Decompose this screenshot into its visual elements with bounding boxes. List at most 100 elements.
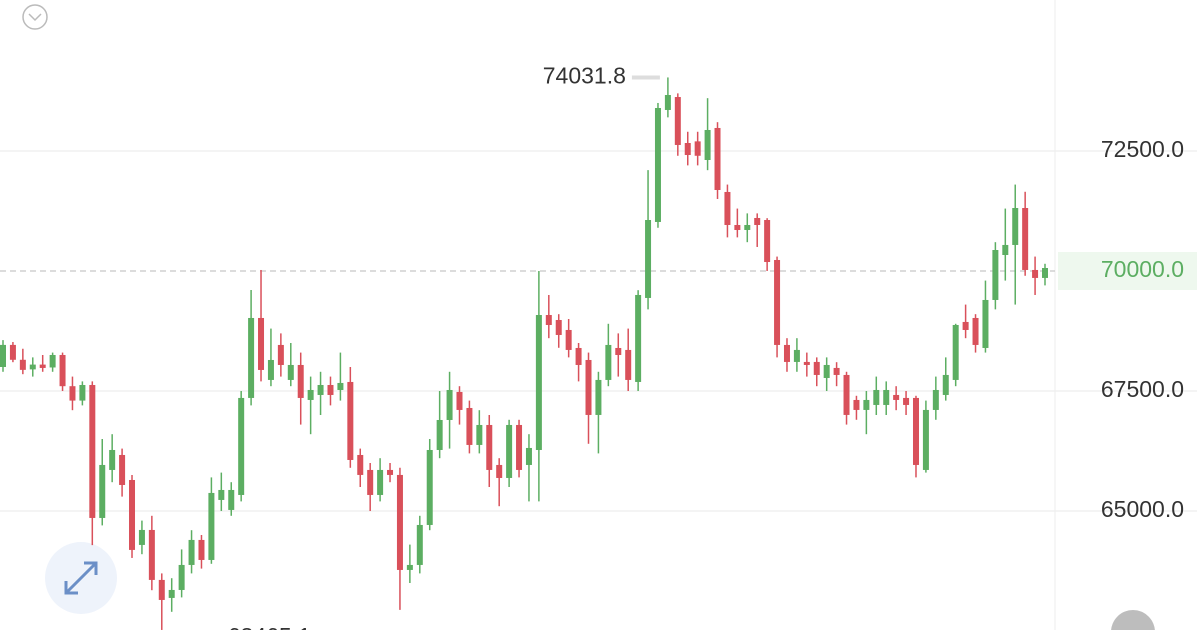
expand-icon [64, 561, 98, 595]
candle-body [714, 127, 721, 190]
candle-body [248, 317, 255, 398]
scroll-button[interactable] [1111, 610, 1155, 630]
candle-body [158, 579, 165, 600]
candle-body [635, 294, 642, 382]
candle-body [406, 564, 413, 570]
candle-body [347, 381, 354, 460]
candle-body [476, 424, 483, 445]
candle-body [952, 324, 959, 380]
candle-body [982, 299, 989, 348]
candle-body [654, 108, 661, 222]
candle-body [39, 364, 46, 368]
candle-body [684, 143, 691, 156]
candle-body [1022, 207, 1029, 270]
candle-body [1032, 269, 1039, 278]
candle-body [764, 220, 771, 263]
candle-body [783, 344, 790, 362]
candle-body [367, 469, 374, 495]
candle-body [277, 344, 284, 365]
candle-body [625, 349, 632, 380]
candle-body [148, 529, 155, 580]
plot: 65000.0 67500.0 70000.0 72500.0 74031.8 63465… [0, 63, 1197, 630]
candle-body [119, 454, 126, 485]
candle-body [387, 469, 394, 475]
candle-body [883, 389, 890, 405]
candle-body [1042, 268, 1048, 278]
candle-body [962, 321, 969, 330]
candle-body [724, 191, 731, 225]
candle-body [486, 424, 493, 470]
candle-body [734, 224, 741, 230]
candle-body [853, 399, 860, 410]
candle-body [258, 317, 265, 370]
candle-body [9, 344, 16, 360]
candle-body [605, 344, 612, 380]
candle-body [396, 474, 403, 570]
candle-body [803, 361, 810, 365]
candle-body [555, 319, 562, 335]
candle-body [436, 419, 443, 450]
candle-body [178, 564, 185, 590]
candle-body [843, 374, 850, 415]
candle-body [416, 524, 423, 565]
candle-body [863, 399, 870, 410]
candle-body [704, 129, 711, 160]
candle-body [823, 364, 830, 378]
candle-body [992, 250, 999, 300]
candle-body [922, 409, 929, 470]
candle-body [0, 344, 6, 367]
candle-body [595, 379, 602, 415]
max-label: 74031.8 [543, 63, 626, 89]
candle-body [89, 384, 96, 518]
candle-body [972, 317, 979, 345]
candle-body [297, 364, 304, 398]
y-tick-label: 65000.0 [1101, 496, 1184, 522]
candle-body [29, 364, 36, 370]
candle-body [19, 359, 26, 370]
candle-body [49, 354, 56, 368]
candle-body [456, 391, 463, 410]
candle-body [694, 141, 701, 156]
candle-body [69, 386, 76, 401]
candle-body [307, 389, 314, 400]
expand-button[interactable] [45, 542, 117, 614]
candle-body [79, 384, 86, 401]
candle-body [267, 359, 274, 380]
candle-body [585, 359, 592, 415]
candle-body [516, 424, 523, 470]
candle-body [99, 464, 106, 518]
candle-body [317, 384, 324, 395]
candle-body [664, 94, 671, 110]
candle-body [575, 347, 582, 365]
current-price-badge [1058, 251, 1197, 290]
collapse-chevron [28, 13, 42, 22]
candle-body [833, 367, 840, 375]
candle-body [506, 424, 513, 478]
candle-body [228, 489, 235, 510]
candle-body [525, 447, 532, 465]
candle-body [793, 349, 800, 362]
candle-body [674, 97, 681, 145]
candle-body [873, 389, 880, 405]
candle-body [426, 449, 433, 525]
collapse-button[interactable] [22, 4, 48, 30]
candle-body [932, 389, 939, 410]
y-tick-label: 67500.0 [1101, 376, 1184, 402]
candle-body [208, 492, 215, 560]
candle-body [129, 479, 136, 550]
candle-body [59, 354, 66, 387]
candle-body [645, 220, 652, 298]
candle-body [942, 374, 949, 395]
candle-body [109, 449, 116, 470]
y-tick-label: 72500.0 [1101, 136, 1184, 162]
candle-body [198, 539, 205, 560]
candle-body [565, 329, 572, 350]
candle-body [466, 407, 473, 445]
candle-body [774, 259, 781, 345]
candle-body [813, 361, 820, 375]
candle-body [893, 394, 900, 400]
candle-body [377, 469, 384, 495]
candle-body [912, 397, 919, 465]
